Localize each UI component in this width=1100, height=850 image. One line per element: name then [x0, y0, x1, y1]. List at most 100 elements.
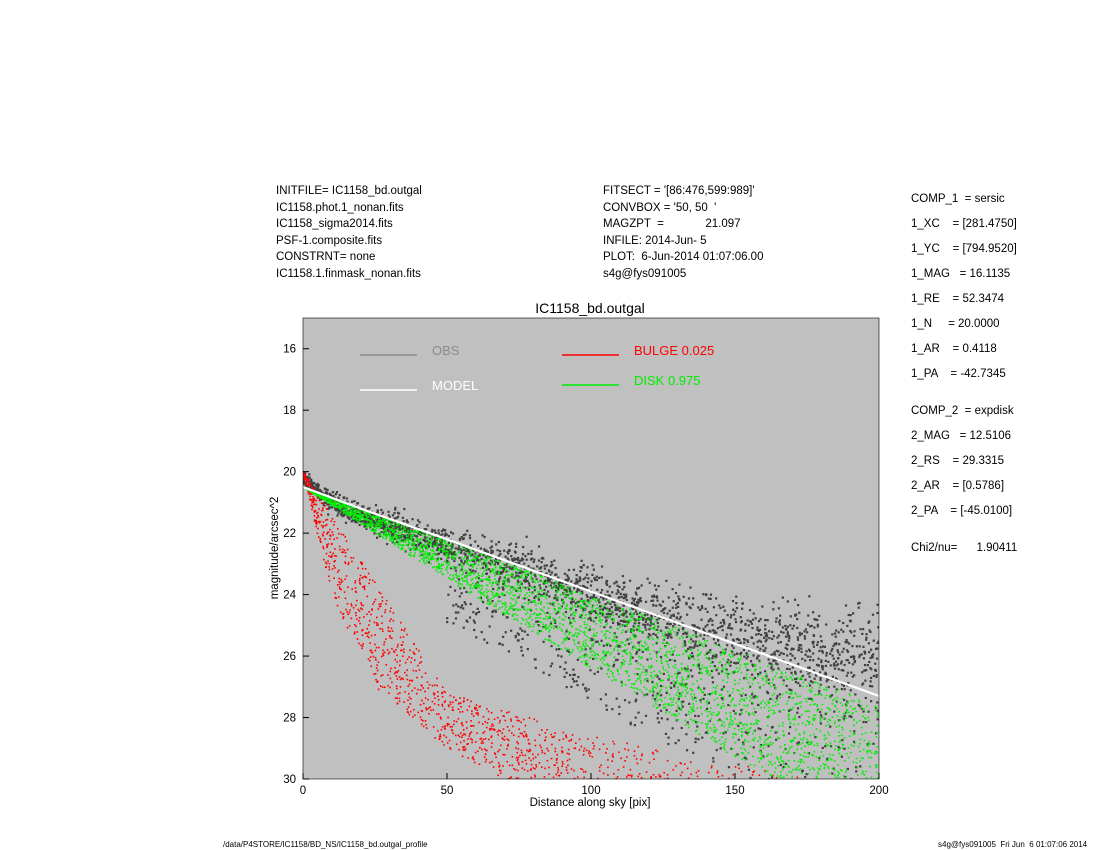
obs-point [508, 543, 511, 547]
bulge-point [421, 710, 424, 712]
obs-point [815, 663, 819, 666]
disk-point [754, 663, 756, 666]
obs-point [482, 600, 485, 604]
bulge-point [418, 662, 421, 664]
bulge-point [418, 649, 420, 652]
bulge-point [593, 745, 595, 747]
disk-point [433, 553, 436, 555]
param-line: 2_AR = [0.5786] [911, 480, 1005, 492]
disk-point [540, 630, 543, 632]
obs-point [591, 564, 594, 567]
bulge-point [334, 597, 337, 599]
bulge-point [466, 698, 469, 701]
disk-point [799, 753, 802, 756]
bulge-point [607, 759, 609, 761]
obs-point [477, 559, 480, 562]
disk-point [800, 676, 802, 679]
bulge-point [607, 774, 609, 776]
bulge-point [615, 777, 618, 779]
disk-point [440, 540, 442, 542]
obs-point [500, 572, 503, 575]
disk-point [373, 530, 375, 532]
obs-point [605, 579, 609, 583]
obs-point [629, 628, 633, 631]
obs-point [722, 605, 725, 608]
disk-point [598, 613, 600, 616]
obs-point [702, 627, 705, 631]
disk-point [681, 668, 683, 671]
obs-point [658, 603, 661, 606]
bulge-point [311, 506, 314, 509]
bulge-point [358, 642, 360, 645]
obs-point [440, 530, 443, 533]
obs-point [702, 593, 705, 596]
obs-point [591, 657, 595, 661]
obs-point [312, 485, 315, 488]
bulge-point [489, 761, 491, 764]
bulge-point [348, 611, 351, 614]
bulge-point [659, 775, 662, 778]
obs-point [776, 636, 779, 639]
obs-point [600, 576, 603, 579]
disk-point [710, 693, 713, 695]
disk-point [486, 567, 488, 570]
bulge-point [453, 696, 455, 698]
obs-point [468, 550, 471, 554]
bulge-point [556, 771, 559, 774]
disk-point [639, 680, 642, 682]
bulge-point [376, 669, 379, 672]
disk-point [447, 576, 450, 579]
disk-point [362, 514, 365, 516]
disk-point [437, 571, 439, 574]
disk-point [609, 631, 611, 634]
obs-point [748, 649, 751, 652]
obs-point [835, 629, 838, 632]
obs-point [767, 745, 770, 748]
obs-point [747, 624, 750, 627]
obs-point [411, 539, 415, 542]
bulge-point [645, 771, 648, 773]
obs-point [715, 614, 718, 617]
obs-point [731, 650, 734, 653]
obs-point [686, 667, 689, 670]
obs-point [808, 649, 812, 653]
disk-point [725, 738, 727, 740]
disk-point [687, 726, 690, 729]
obs-point [585, 594, 588, 597]
obs-point [597, 598, 600, 601]
obs-point [617, 596, 620, 599]
obs-point [691, 603, 694, 606]
bulge-point [439, 735, 442, 738]
disk-point [463, 585, 465, 588]
obs-point [628, 701, 631, 704]
disk-point [838, 772, 841, 775]
disk-point [793, 780, 795, 782]
bulge-point [462, 747, 465, 749]
bulge-point [464, 748, 467, 750]
obs-point [659, 709, 663, 712]
obs-point [472, 560, 475, 563]
obs-point [699, 634, 702, 637]
obs-point [805, 631, 809, 634]
obs-point [586, 581, 589, 584]
obs-point [585, 662, 588, 666]
obs-point [677, 605, 680, 609]
obs-point [480, 630, 483, 634]
bulge-point [537, 753, 540, 756]
bulge-point [491, 742, 493, 744]
bulge-point [408, 713, 411, 716]
obs-point [623, 581, 626, 584]
bulge-point [617, 768, 620, 771]
bulge-point [481, 748, 483, 751]
bulge-point [501, 737, 504, 739]
bulge-point [527, 750, 530, 753]
obs-point [618, 607, 622, 610]
bulge-point [309, 485, 312, 487]
disk-point [840, 783, 842, 785]
obs-point [771, 637, 774, 641]
disk-point [684, 686, 687, 688]
bulge-point [427, 698, 429, 701]
bulge-point [307, 491, 310, 493]
disk-point [397, 532, 399, 534]
obs-point [591, 596, 594, 599]
